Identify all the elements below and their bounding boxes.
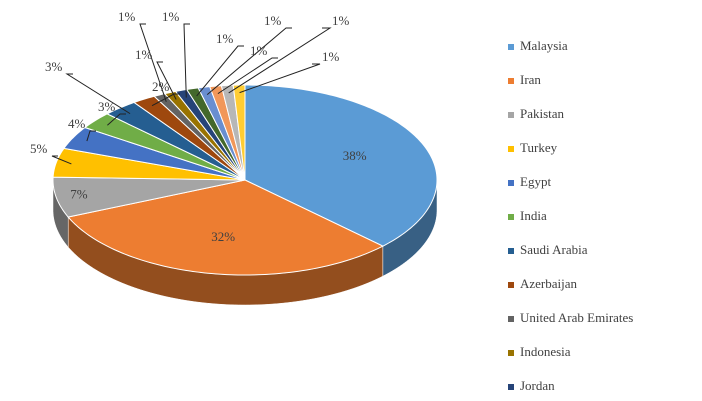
legend-swatch [508,214,514,220]
leader-line [196,45,244,97]
leader-line [228,27,332,94]
data-label: 1% [264,13,282,28]
legend-label: Pakistan [520,106,565,121]
data-label: 1% [135,47,153,62]
data-label: 4% [68,116,86,131]
legend-swatch [508,180,514,186]
slice [232,84,246,181]
leader-line [239,63,321,94]
slice [244,84,438,247]
legend-label: Jordan [520,378,555,393]
leader-line [65,73,131,115]
legend-label: Saudi Arabia [520,242,588,257]
legend-swatch [508,112,514,118]
legend-swatch [508,350,514,356]
legend-label: Indonesia [520,344,571,359]
data-label: 1% [216,31,234,46]
leader-line [51,155,72,165]
legend-swatch [508,78,514,84]
slice [83,113,246,181]
legend-swatch [508,146,514,152]
leader-line [183,23,190,98]
data-label: 7% [70,186,88,201]
legend-swatch [508,44,514,50]
leader-line [217,57,278,95]
legend-label: Azerbaijan [520,276,578,291]
legend-swatch [508,248,514,254]
slice [63,126,246,181]
legend-label: Turkey [520,140,558,155]
data-label: 1% [250,43,268,58]
leader-line [206,27,292,96]
legend-label: India [520,208,547,223]
legend-label: United Arab Emirates [520,310,633,325]
leader-line [156,61,177,100]
data-label: 3% [98,99,116,114]
leader-line [139,23,167,102]
data-label: 32% [211,229,235,244]
data-label: 5% [30,141,48,156]
legend-swatch [508,282,514,288]
legend-label: Egypt [520,174,551,189]
data-label: 1% [162,9,180,24]
legend-swatch [508,384,514,390]
slice [67,179,384,276]
leader-line [107,113,126,126]
slice [132,95,246,181]
data-label: 38% [343,148,367,163]
data-label: 1% [332,13,350,28]
leader-line [151,93,180,107]
legend-label: Malaysia [520,38,568,53]
slice [52,176,246,218]
legend-label: Iran [520,72,541,87]
leader-line [86,130,96,142]
data-label: 1% [322,49,340,64]
data-label: 1% [118,9,136,24]
data-label: 3% [45,59,63,74]
legend-swatch [508,316,514,322]
